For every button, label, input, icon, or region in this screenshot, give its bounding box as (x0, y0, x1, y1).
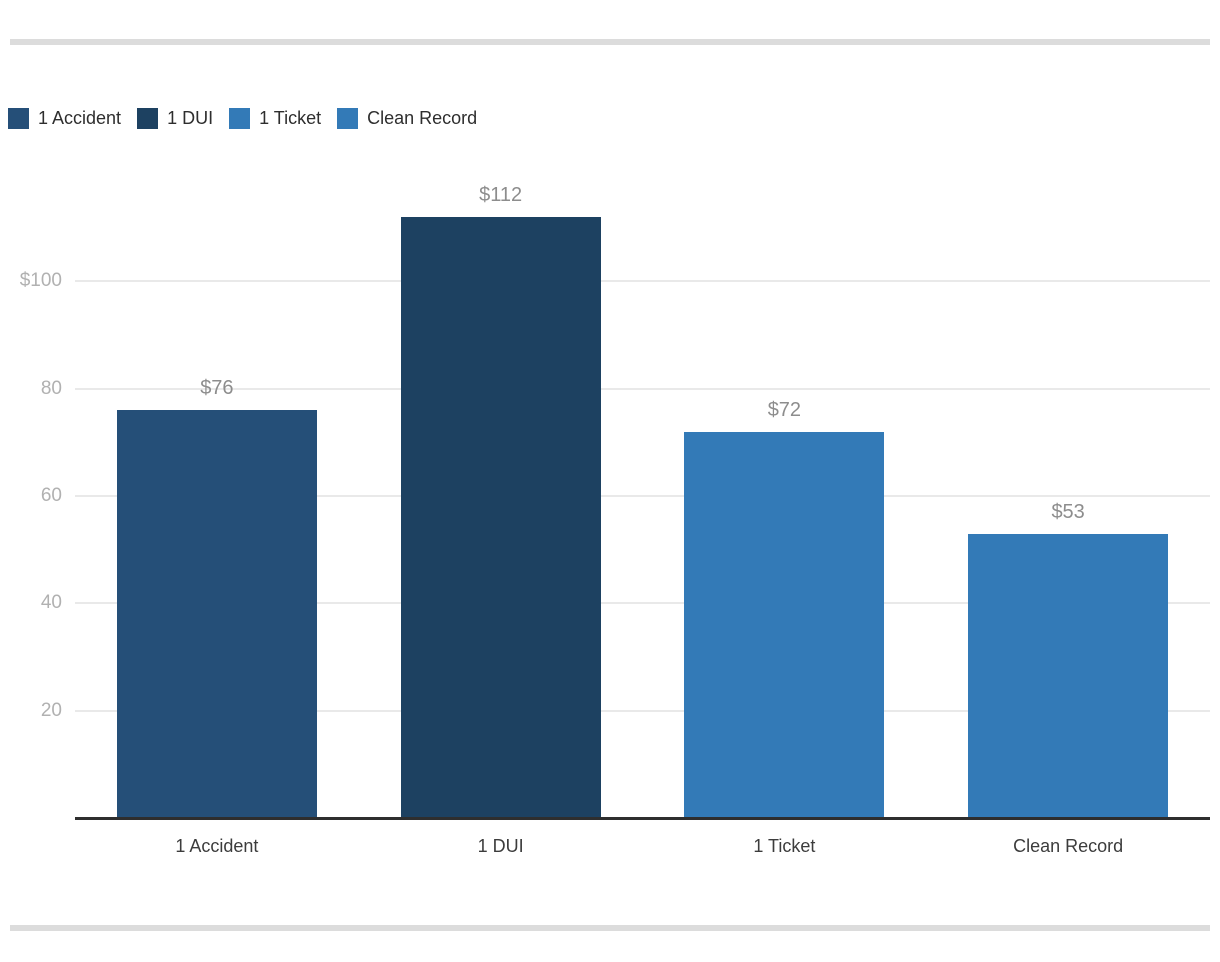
y-tick-label-40: 40 (40, 592, 62, 614)
bar-band-1-dui: $112 (359, 174, 643, 818)
y-tick-label-80: 80 (40, 377, 62, 399)
y-tick-label-100: $100 (19, 270, 62, 292)
bar-value-label-clean-record: $53 (1051, 500, 1085, 523)
bottom-divider (10, 925, 1210, 931)
legend-item-label: 1 Ticket (259, 108, 322, 128)
bar-value-label-1-accident: $76 (200, 377, 234, 400)
gridline-100 (75, 280, 1210, 283)
gridline-20 (75, 709, 1210, 712)
chart-legend: 1 Accident 1 DUI 1 Ticket Clean Record (8, 108, 477, 129)
gridline-60 (75, 495, 1210, 497)
y-tick-label-20: 20 (40, 699, 62, 721)
legend-item-1-dui: 1 DUI (137, 108, 213, 129)
bar-series: $76 $112 $72 $53 (75, 174, 1210, 818)
x-axis-line (75, 817, 1210, 820)
top-divider (10, 39, 1210, 45)
legend-item-1-ticket: 1 Ticket (229, 108, 321, 129)
x-axis-category-labels: 1 Accident 1 DUI 1 Ticket Clean Record (75, 832, 1210, 860)
y-tick-label-60: 60 (40, 485, 62, 506)
bar-band-1-ticket: $72 (643, 174, 927, 818)
legend-item-clean-record: Clean Record (337, 108, 477, 129)
bar-value-label-1-dui: $112 (479, 183, 523, 206)
legend-swatch-icon (137, 108, 159, 129)
legend-swatch-icon (229, 108, 251, 129)
x-axis-label-1-dui: 1 DUI (477, 836, 524, 856)
legend-item-1-accident: 1 Accident (8, 108, 121, 129)
bar-clean-record[interactable] (968, 533, 1169, 818)
gridline-80 (75, 387, 1210, 390)
x-axis-label-1-accident: 1 Accident (175, 836, 259, 856)
bar-1-ticket[interactable] (684, 431, 885, 818)
bar-value-label-1-ticket: $72 (767, 398, 802, 421)
bar-1-dui[interactable] (400, 216, 601, 818)
legend-swatch-icon (337, 108, 359, 129)
plot-area: $76 $112 $72 $53 (75, 174, 1210, 820)
y-axis-tick-labels: $100 80 60 40 20 (0, 174, 62, 818)
bar-1-accident[interactable] (116, 410, 317, 818)
legend-swatch-icon (8, 108, 29, 129)
legend-item-label: 1 DUI (167, 108, 214, 128)
legend-item-label: Clean Record (367, 108, 478, 128)
x-axis-label-1-ticket: 1 Ticket (753, 836, 816, 856)
x-axis-label-clean-record: Clean Record (1013, 836, 1124, 856)
bar-band-clean-record: $53 (926, 174, 1210, 818)
legend-item-label: 1 Accident (38, 108, 122, 128)
gridline-40 (75, 602, 1210, 605)
bar-band-1-accident: $76 (75, 174, 359, 818)
